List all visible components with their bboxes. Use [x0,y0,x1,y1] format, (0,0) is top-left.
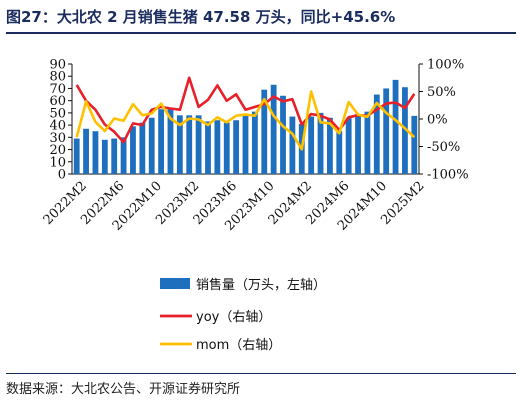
axes [68,63,423,175]
bar [317,112,324,174]
y-right-tick-label: -100% [427,168,469,183]
legend-swatch-sales [160,278,190,289]
bar [158,109,165,174]
y-right-tick-labels: -100% -50% 0% 50% 100% [427,58,469,183]
source-note: 数据来源：大北农公告、开源证券研究所 [6,382,241,397]
bar [336,131,343,174]
source-rule [6,373,516,374]
bar [139,122,146,174]
bar [392,79,399,174]
y-left-tick-label: 80 [49,70,66,85]
bar [214,120,221,174]
y-left-tick-label: 40 [49,119,66,134]
bar [261,89,268,174]
line-series [75,76,416,151]
bar [280,95,286,174]
y-left-tick-label: 60 [49,94,66,109]
bar [92,131,99,174]
y-left-tick-label: 70 [49,82,66,97]
bar [373,94,380,174]
bar-series [73,79,418,174]
bar [186,115,193,174]
y-left-tick-label: 0 [58,168,66,183]
chart-area: 2022M22022M62022M102023M22023M62023M1020… [41,58,469,354]
bar [411,115,418,174]
y-left-tick-label: 50 [49,106,66,121]
y-left-tick-label: 20 [49,143,66,158]
legend-label: 销售量（万头，左轴） [196,277,326,293]
bar [167,108,174,174]
bar [345,117,352,174]
y-left-tick-label: 10 [49,155,66,170]
bar [242,115,249,174]
bar [233,120,240,174]
y-right-tick-label: 50% [427,85,456,100]
legend: 销售量（万头，左轴） yoy（右轴） mom（右轴） [160,277,326,353]
y-right-tick-label: 0% [427,113,448,128]
mom-line [75,90,416,151]
bar [83,128,89,174]
bar [308,116,315,174]
bar [270,84,277,174]
bar [383,88,390,174]
bar [205,121,211,174]
chart-title: 图27：大北农 2 月销售生猪 47.58 万头，同比+45.6% [6,8,396,26]
bar [195,115,202,174]
y-left-tick-label: 90 [49,58,66,73]
title-rule [6,32,516,34]
y-left-tick-label: 30 [49,131,66,146]
bar [326,117,333,174]
bar [120,137,127,174]
bar [289,116,296,174]
bar [111,138,118,174]
bar [130,126,136,174]
bar [73,138,80,174]
bar [101,139,108,174]
bar [402,87,408,174]
y-right-tick-label: 100% [427,58,464,73]
bar [355,114,361,174]
legend-label: mom（右轴） [196,338,281,353]
x-tick-labels: 2022M22022M62022M102023M22023M62023M1020… [41,179,428,234]
bar [223,122,230,174]
bar [364,111,371,174]
y-right-tick-label: -50% [427,140,460,155]
bar [148,117,155,174]
legend-label: yoy（右轴） [196,310,271,325]
bar [251,111,258,174]
bar [176,115,183,174]
